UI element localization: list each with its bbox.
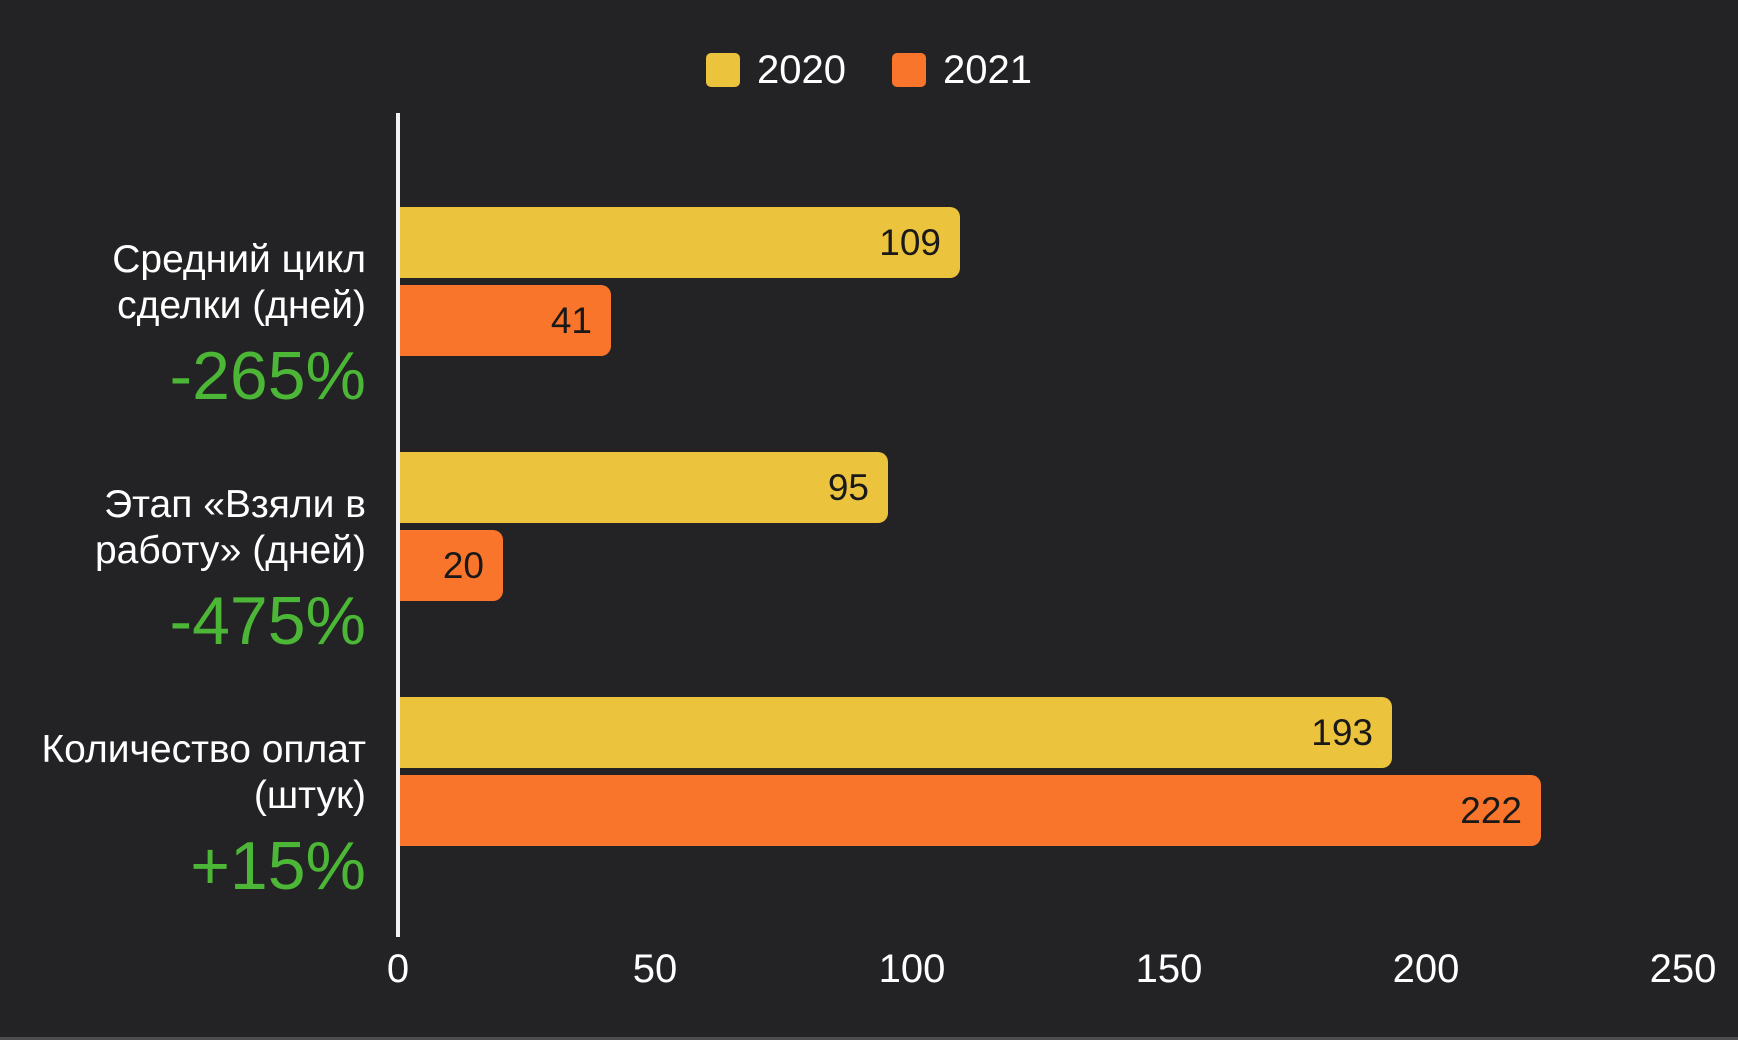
bar-value-label: 20 xyxy=(442,544,484,586)
bar-value-label: 109 xyxy=(879,221,941,263)
bar-2021-group2[interactable]: 20 xyxy=(400,530,503,601)
category-label-line: сделки (дней) xyxy=(117,284,366,327)
window-bottom-edge xyxy=(0,1037,1738,1040)
category-label-line: Количество оплат xyxy=(41,728,366,771)
x-tick-label-0: 0 xyxy=(386,947,410,991)
legend-swatch-2021 xyxy=(892,53,926,87)
category-label-line: Этап «Взяли в xyxy=(104,483,366,526)
chart-legend: 2020 2021 xyxy=(0,50,1738,90)
legend-label: 2021 xyxy=(943,48,1032,92)
category-label-group1: Средний цикл сделки (дней) -265% xyxy=(0,237,366,411)
bar-2021-group3[interactable]: 222 xyxy=(400,775,1541,846)
bar-2020-group2[interactable]: 95 xyxy=(400,452,888,523)
x-tick-label-150: 150 xyxy=(1135,947,1203,991)
x-tick-label-100: 100 xyxy=(878,947,946,991)
x-tick-label-250: 250 xyxy=(1649,947,1717,991)
x-tick-label-50: 50 xyxy=(632,947,678,991)
category-label-line: работу» (дней) xyxy=(94,529,366,572)
category-label-group2: Этап «Взяли в работу» (дней) -475% xyxy=(0,482,366,656)
delta-percentage-group3: +15% xyxy=(190,828,366,904)
category-label-line: Средний цикл xyxy=(112,238,366,281)
bar-value-label: 41 xyxy=(550,299,592,341)
delta-percentage-group1: -265% xyxy=(169,338,366,414)
y-axis-line xyxy=(396,113,400,937)
bar-2020-group1[interactable]: 109 xyxy=(400,207,960,278)
bar-2021-group1[interactable]: 41 xyxy=(400,285,611,356)
x-tick-label-200: 200 xyxy=(1392,947,1460,991)
category-label-line: (штук) xyxy=(253,774,366,817)
category-label-group3: Количество оплат (штук) +15% xyxy=(0,727,366,901)
delta-percentage-group2: -475% xyxy=(169,583,366,659)
bar-value-label: 193 xyxy=(1311,711,1373,753)
legend-item-2021[interactable]: 2021 xyxy=(892,50,1032,90)
legend-item-2020[interactable]: 2020 xyxy=(706,50,846,90)
bar-value-label: 222 xyxy=(1460,789,1522,831)
legend-swatch-2020 xyxy=(706,53,741,87)
bar-2020-group3[interactable]: 193 xyxy=(400,697,1392,768)
bar-value-label: 95 xyxy=(827,466,869,508)
legend-label: 2020 xyxy=(757,48,846,92)
